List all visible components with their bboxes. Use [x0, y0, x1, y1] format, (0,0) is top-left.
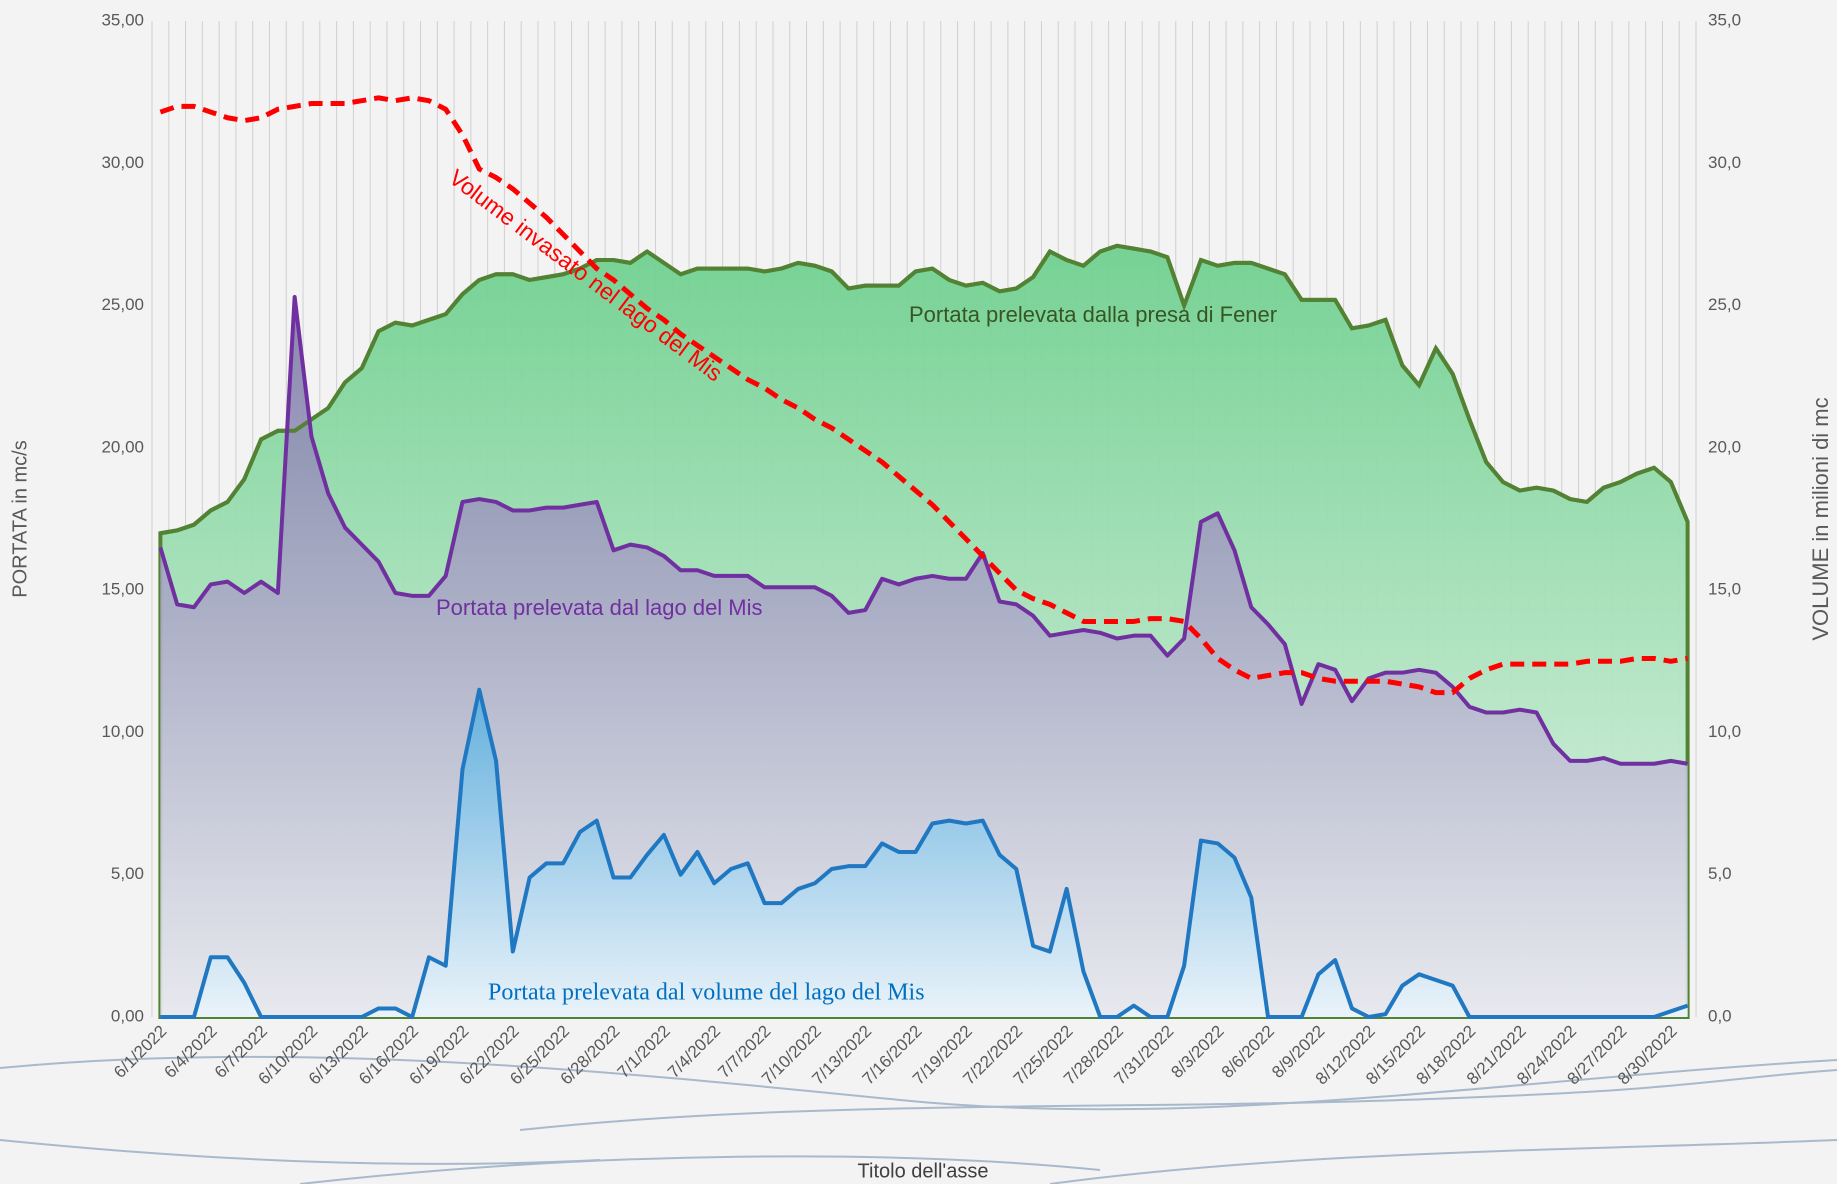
y2-axis-title: VOLUME in milioni di mc	[1808, 397, 1833, 640]
y-tick-label: 30,00	[101, 153, 144, 172]
y2-tick-label: 35,0	[1708, 10, 1741, 29]
y-tick-label: 10,00	[101, 722, 144, 741]
y2-tick-label: 5,0	[1708, 864, 1732, 883]
y-axis-title: PORTATA in mc/s	[9, 440, 31, 597]
series-line	[158, 295, 1688, 766]
y-tick-label: 5,00	[111, 864, 144, 883]
y-tick-label: 15,00	[101, 580, 144, 599]
wave-decoration	[0, 1055, 1837, 1184]
y2-tick-label: 15,0	[1708, 580, 1741, 599]
y2-tick-label: 30,0	[1708, 153, 1741, 172]
y-tick-label: 0,00	[111, 1006, 144, 1025]
y2-tick-label: 10,0	[1708, 722, 1741, 741]
series-label: Portata prelevata dalla presa di Fener	[909, 302, 1277, 327]
series-line	[159, 95, 1689, 696]
y2-tick-label: 0,0	[1708, 1006, 1732, 1025]
x-axis-title: Titolo dell'asse	[858, 1160, 989, 1182]
series-label: Portata prelevata dal volume del lago de…	[488, 980, 925, 1006]
area-fill	[160, 689, 1688, 1017]
series-lines	[158, 95, 1690, 1019]
area-fill	[160, 297, 1688, 1017]
y2-tick-label: 20,0	[1708, 437, 1741, 456]
y-tick-label: 20,00	[101, 437, 144, 456]
series-line	[160, 243, 1690, 536]
series-line	[160, 687, 1689, 1019]
series-label: Portata prelevata dal lago del Mis	[436, 595, 763, 620]
y2-tick-label: 25,0	[1708, 295, 1741, 314]
y-tick-label: 25,00	[101, 295, 144, 314]
y-tick-label: 35,00	[101, 10, 144, 29]
